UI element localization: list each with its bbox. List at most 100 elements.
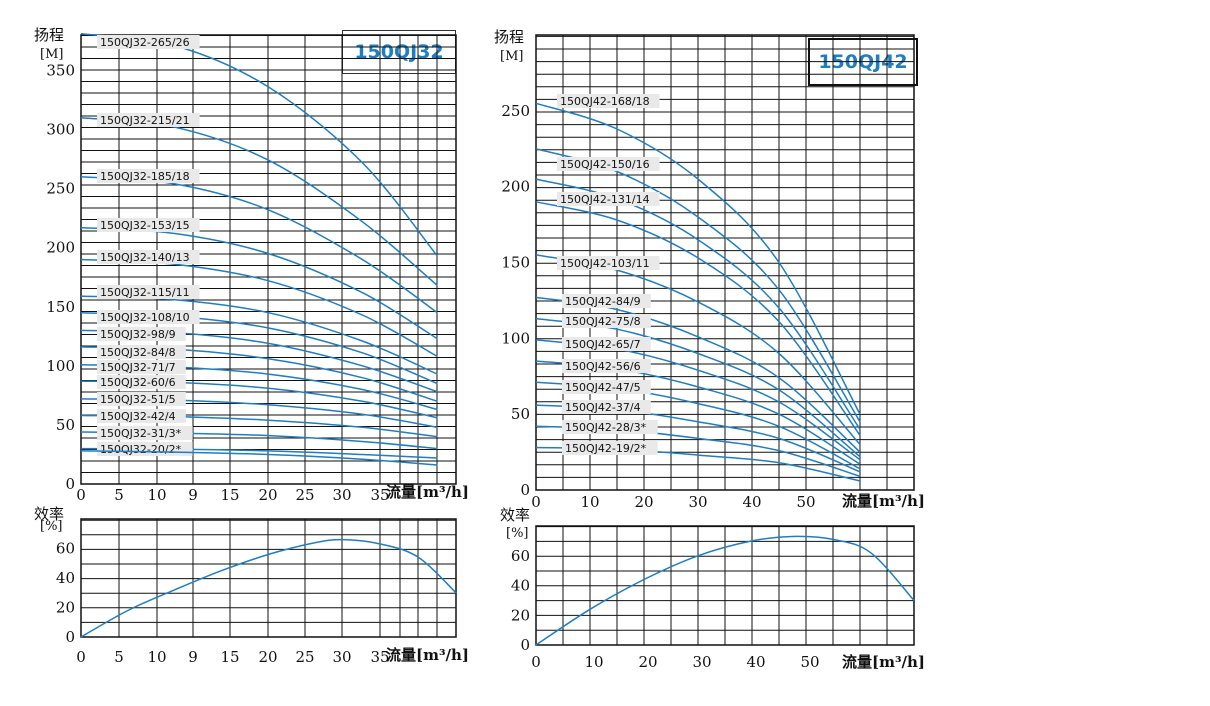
series-label-bg [562,294,651,308]
series-label: 150QJ32-265/26 [100,36,190,49]
x-tick-label: 40 [746,653,765,671]
x-tick-label: 10 [584,653,603,671]
y-axis-label: 效率 [34,505,64,523]
series-label: 150QJ32-60/6 [100,376,176,389]
x-tick-label: 30 [688,493,707,511]
series-label: 150QJ32-185/18 [100,170,190,183]
y-tick-label: 0 [520,481,530,499]
y-tick-label: 300 [46,121,75,139]
series-label: 150QJ32-215/21 [100,114,190,127]
series-label: 150QJ32-84/8 [100,346,176,359]
series-label-bg [97,35,200,49]
series-label: 150QJ42-65/7 [565,338,641,351]
series-label-bg [557,256,660,270]
x-tick-label: 25 [295,486,314,504]
series-curve [535,535,915,646]
plot-frame [535,34,915,491]
x-tick-label: 9 [188,486,198,504]
chart-qj42-head: 0 50 100 150 200 250 0 10 20 30 40 50 扬程 [M] 流量[m³/h] 1… [494,28,925,511]
x-tick-label: 0 [531,493,541,511]
y-tick-label: 0 [65,628,75,646]
series-label-bg [97,345,186,359]
series-label: 150QJ42-47/5 [565,381,641,394]
x-tick-label: 20 [258,648,277,666]
x-tick-label: 10 [580,493,599,511]
series-label: 150QJ32-98/9 [100,328,176,341]
x-tick-label: 0 [76,648,86,666]
x-axis-label: 流量[m³/h] [386,483,469,501]
series-label-bg [97,409,186,423]
series-label: 150QJ42-56/6 [565,360,641,373]
y-tick-label: 60 [511,547,530,565]
y-tick-label: 50 [511,405,530,423]
series-curve [535,201,861,436]
series-label: 150QJ32-20/2* [100,443,182,456]
series-label: 150QJ32-31/3* [100,427,182,440]
series-label: 150QJ32-115/11 [100,286,190,299]
plot-frame [80,518,457,638]
series-label-bg [97,375,186,389]
y-tick-label: 350 [46,61,75,79]
x-tick-label: 15 [220,486,239,504]
x-tick-label: 15 [220,648,239,666]
x-tick-label: 5 [114,648,124,666]
series-label-bg [97,218,200,232]
series-label: 150QJ42-37/4 [565,401,641,414]
y-tick-label: 250 [501,102,530,120]
y-tick-label: 60 [56,540,75,558]
x-tick-label: 30 [332,648,351,666]
x-tick-label: 50 [796,493,815,511]
y-tick-label: 200 [501,178,530,196]
series-label-bg [562,441,658,455]
y-tick-label: 100 [46,357,75,375]
y-tick-label: 40 [511,577,530,595]
series-label: 150QJ32-71/7 [100,361,176,374]
series-label-bg [97,392,186,406]
plot-frame [535,525,915,646]
y-axis-label: 效率 [500,506,530,524]
series-label: 150QJ42-84/9 [565,295,641,308]
series-label: 150QJ42-150/16 [560,158,650,171]
series-label: 150QJ42-103/11 [560,257,650,270]
series-label-bg [97,285,200,299]
y-tick-label: 100 [501,329,530,347]
x-tick-label: 35 [370,648,389,666]
series-label: 150QJ32-108/10 [100,311,190,324]
x-tick-label: 25 [295,648,314,666]
series-label-bg [97,360,186,374]
series-curve [80,450,438,466]
chart-qj32-head: 0 50 100 150 200 250 300 350 0 5 10 9 15 20 25 30 35 扬程 [M… [34,26,469,504]
y-tick-label: 50 [56,416,75,434]
y-axis-unit: [M] [40,47,63,62]
y-axis-unit: [M] [500,49,523,64]
y-tick-label: 20 [511,606,530,624]
x-tick-label: 0 [531,653,541,671]
series-label: 150QJ32-153/15 [100,219,190,232]
series-label-bg [557,94,660,108]
y-tick-label: 250 [46,180,75,198]
y-tick-label: 20 [56,599,75,617]
y-tick-label: 40 [56,569,75,587]
chart-qj32-eff: 0 20 40 60 0 5 10 9 15 20 25 30 35 效率[%] 流量[m³/h] [34,505,469,666]
x-tick-label: 50 [800,653,819,671]
series-label-bg [97,310,200,324]
series-label-bg [557,192,660,206]
x-tick-label: 20 [258,486,277,504]
x-tick-label: 9 [188,648,198,666]
series-curve [535,102,861,415]
series-label-bg [562,314,651,328]
y-axis-label: 扬程 [494,28,524,46]
x-tick-label: 10 [147,648,166,666]
y-tick-label: 200 [46,239,75,257]
x-tick-label: 5 [114,486,124,504]
chart-qj42-eff: 0 20 40 60 0 10 20 30 40 50 效率 [%] 流量[m³/h] [500,506,925,671]
series-label-bg [562,420,658,434]
y-tick-label: 150 [46,298,75,316]
x-tick-label: 0 [76,486,86,504]
series-label-bg [562,380,651,394]
series-label: 150QJ32-42/4 [100,410,176,423]
y-tick-label: 0 [65,475,75,493]
y-tick-label: 150 [501,254,530,272]
series-label: 150QJ32-140/13 [100,251,190,264]
